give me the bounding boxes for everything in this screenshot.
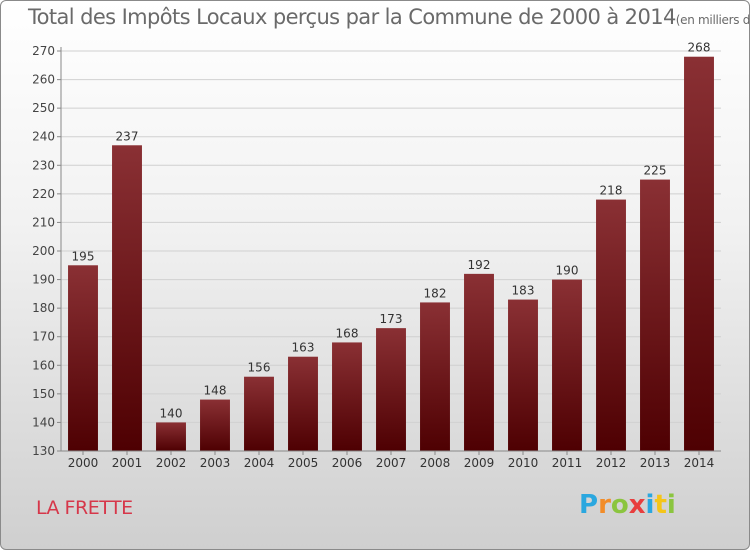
commune-name: LA FRETTE [36,497,133,519]
y-tick-label: 150 [32,387,55,401]
x-tick-label: 2004 [244,456,275,470]
bar-2011 [552,279,582,451]
x-tick-label: 2014 [684,456,715,470]
logo-letter: i [666,490,676,520]
bar-2006 [332,342,362,451]
x-tick-label: 2005 [288,456,319,470]
proxiti-logo: Proxiti [579,490,676,520]
bar-2008 [420,302,450,451]
bar-2001 [112,145,142,452]
data-label-2013: 225 [644,164,667,178]
logo-letter: r [598,490,611,520]
y-tick-label: 130 [32,444,55,458]
bar-2005 [288,356,318,451]
data-label-2014: 268 [688,41,711,55]
x-tick-label: 2006 [332,456,363,470]
data-label-2010: 183 [512,284,535,298]
y-axis-ticks: 130 140 150 160 170 180 190 200 210 220 230 240 250 2… [32,44,61,458]
y-tick-label: 230 [32,158,55,172]
x-tick-label: 2003 [200,456,231,470]
x-tick-label: 2002 [156,456,187,470]
y-tick-label: 180 [32,301,55,315]
x-tick-label: 2001 [112,456,143,470]
y-tick-label: 170 [32,330,55,344]
bar-2013 [640,179,670,452]
data-label-2011: 190 [556,264,579,278]
y-tick-label: 220 [32,187,55,201]
bar-2004 [244,376,274,451]
data-label-2001: 237 [116,129,139,143]
chart-title-unit: (en milliers d'€) [675,13,750,27]
bar-2000 [68,265,98,451]
y-tick-label: 260 [32,73,55,87]
x-axis-ticks: 2000 2001 2002 2003 2004 2005 2006 2007 2008 2009… [68,451,715,470]
x-tick-label: 2013 [640,456,671,470]
y-tick-label: 240 [32,130,55,144]
logo-letter: o [610,490,629,520]
data-labels: 195 237 140 148 156 163 168 173 182 192 183 190 218 2… [72,41,711,421]
y-tick-label: 270 [32,44,55,58]
y-tick-label: 210 [32,215,55,229]
data-label-2009: 192 [468,258,491,272]
x-tick-label: 2000 [68,456,99,470]
data-label-2002: 140 [160,406,183,420]
y-tick-label: 250 [32,101,55,115]
chart-title-main: Total des Impôts Locaux perçus par la Co… [28,5,676,29]
x-tick-label: 2009 [464,456,495,470]
bar-2007 [376,328,406,451]
bar-2002 [156,422,186,451]
x-tick-label: 2012 [596,456,627,470]
y-tick-label: 190 [32,273,55,287]
logo-letter: P [579,490,599,520]
logo-letter: x [628,490,646,520]
data-label-2004: 156 [248,361,271,375]
data-label-2012: 218 [600,184,623,198]
x-tick-label: 2011 [552,456,583,470]
bar-2009 [464,273,494,451]
y-tick-label: 140 [32,415,55,429]
logo-letter: t [654,490,667,520]
bars [68,56,714,452]
bar-2014 [684,56,714,451]
x-tick-label: 2008 [420,456,451,470]
logo-letter: i [645,490,655,520]
y-tick-label: 200 [32,244,55,258]
data-label-2006: 168 [336,326,359,340]
chart-title: Total des Impôts Locaux perçus par la Co… [28,5,750,29]
y-tick-label: 160 [32,358,55,372]
data-label-2000: 195 [72,249,95,263]
data-label-2003: 148 [204,384,227,398]
bar-2003 [200,399,230,451]
bar-2010 [508,299,538,451]
bar-2012 [596,199,626,451]
data-label-2007: 173 [380,312,403,326]
x-tick-label: 2007 [376,456,407,470]
data-label-2005: 163 [292,341,315,355]
x-tick-label: 2010 [508,456,539,470]
data-label-2008: 182 [424,286,447,300]
axes [60,47,721,452]
